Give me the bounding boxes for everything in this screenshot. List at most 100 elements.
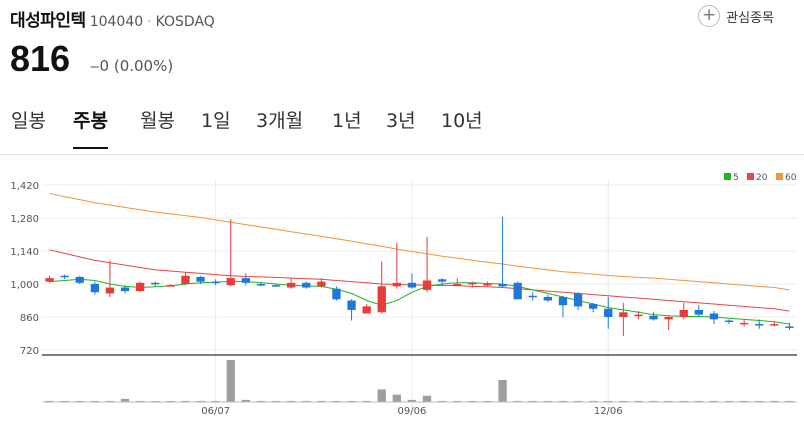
volume-bar	[332, 400, 341, 402]
volume-bar	[317, 400, 326, 402]
volume-bar	[347, 400, 356, 402]
volume-bar	[422, 395, 432, 402]
volume-bar	[135, 400, 145, 402]
price-chart[interactable]: 1,420 1,280 1,140 1,000 860 720 5 20 60 06/07 09/0…	[0, 160, 804, 424]
candle-body	[317, 281, 326, 287]
volume-bar	[724, 400, 734, 402]
y-tick-label: 860	[20, 313, 39, 324]
candle-body	[664, 317, 673, 320]
legend-swatch	[724, 173, 731, 180]
market-name: KOSDAQ	[155, 14, 215, 30]
volume-bar	[709, 400, 719, 402]
volume-bar	[770, 400, 779, 402]
volume-bar	[60, 400, 69, 402]
volume-bar	[196, 400, 205, 402]
candle-body	[604, 308, 613, 317]
stock-code: 104040	[89, 14, 144, 30]
stock-header: 대성파인텍 104040 · KOSDAQ	[10, 6, 215, 31]
legend-label: 5	[733, 173, 739, 183]
candle-body	[709, 313, 719, 320]
volume-bar	[785, 400, 794, 402]
tab-monthly[interactable]: 월봉	[140, 110, 175, 132]
volume-bar	[694, 400, 704, 402]
y-tick-label: 720	[20, 346, 39, 357]
volume-bar	[241, 399, 251, 402]
add-favorite-button[interactable]: + 관심종목	[698, 5, 774, 27]
volume-bar	[588, 400, 598, 402]
volume-bar	[437, 400, 447, 402]
candle-body	[392, 282, 402, 287]
candle-body	[241, 278, 251, 283]
candle-body	[45, 278, 54, 282]
y-tick-label: 1,140	[10, 247, 39, 258]
tab-divider	[0, 154, 804, 155]
separator-dot: ·	[147, 14, 152, 30]
tab-10years[interactable]: 10년	[441, 110, 483, 132]
legend-swatch	[776, 173, 783, 180]
candle-body	[135, 282, 145, 292]
y-tick-label: 1,000	[10, 280, 39, 291]
volume-bar	[528, 400, 537, 402]
volume-bar	[377, 389, 386, 402]
candle-body	[724, 320, 734, 323]
volume-bar	[619, 400, 628, 402]
plus-circle-icon[interactable]: +	[698, 5, 721, 27]
tab-1day[interactable]: 1일	[201, 110, 231, 132]
volume-bar	[407, 399, 417, 402]
volume-bar	[513, 400, 522, 402]
legend-swatch	[747, 173, 754, 180]
tab-weekly[interactable]: 주봉	[73, 106, 108, 149]
candle-body	[468, 282, 477, 285]
legend-label: 20	[756, 173, 768, 183]
volume-bar	[271, 400, 281, 402]
candle-body	[105, 287, 115, 294]
volume-bar	[573, 400, 583, 402]
candle-body	[196, 276, 205, 282]
x-tick-label: 09/06	[398, 406, 427, 417]
candle-body	[362, 306, 371, 314]
candle-body	[679, 309, 688, 317]
candle-body	[90, 284, 100, 293]
volume-bar	[634, 400, 643, 402]
volume-bar	[755, 400, 764, 402]
volume-bar	[256, 400, 266, 402]
tab-daily[interactable]: 일봉	[11, 110, 46, 132]
candle-body	[75, 276, 84, 283]
tab-3months[interactable]: 3개월	[256, 110, 304, 132]
candle-body	[332, 288, 341, 300]
volume-bar	[664, 400, 673, 402]
candle-body	[619, 312, 628, 317]
volume-bar	[649, 400, 658, 402]
volume-bar	[226, 360, 235, 402]
current-price: 816	[10, 38, 71, 79]
candle-body	[60, 275, 69, 278]
candle-body	[513, 282, 522, 300]
candle-body	[181, 275, 190, 284]
tab-3years[interactable]: 3년	[386, 110, 416, 132]
candle-body	[453, 284, 462, 286]
candle-body	[543, 296, 553, 301]
x-tick-label: 06/07	[201, 406, 230, 417]
volume-bar	[558, 400, 568, 402]
volume-bar	[483, 400, 492, 402]
candle-body	[558, 296, 568, 306]
candle-body	[483, 284, 492, 286]
candle-body	[770, 324, 779, 326]
candle-body	[256, 284, 266, 286]
volume-bar	[498, 379, 507, 402]
candle-body	[437, 279, 447, 282]
volume-bar	[302, 400, 311, 402]
volume-bar	[286, 400, 296, 402]
add-favorite-label[interactable]: 관심종목	[726, 10, 774, 26]
candle-body	[166, 285, 175, 287]
volume-bar	[453, 400, 462, 402]
y-tick-label: 1,420	[10, 181, 39, 192]
candle-body	[498, 284, 507, 287]
tab-1year[interactable]: 1년	[332, 110, 362, 132]
volume-bar	[105, 400, 115, 402]
candle-body	[120, 287, 130, 292]
candle-body	[377, 286, 386, 313]
volume-bar	[362, 400, 371, 402]
price-change: ‒0 (0.00%)	[90, 57, 174, 75]
candle-body	[422, 280, 432, 290]
